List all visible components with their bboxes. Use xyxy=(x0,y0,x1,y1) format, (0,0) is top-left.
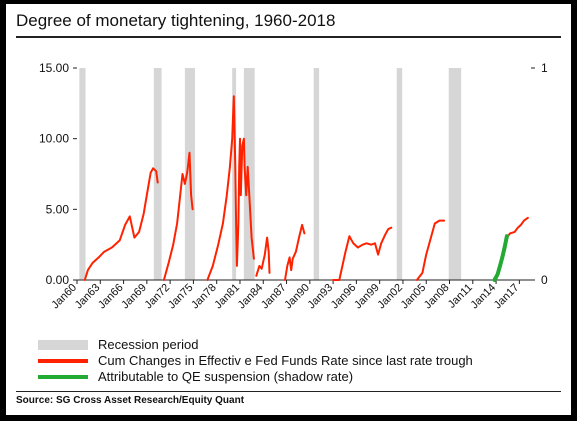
x-tick-label-8: Jan84 xyxy=(236,282,266,312)
recession-band-1 xyxy=(153,68,162,280)
y-left-tick-label-2: 10.00 xyxy=(39,132,69,146)
fed-funds-line-7 xyxy=(505,216,529,239)
legend-swatch-recession xyxy=(38,340,88,350)
fed-funds-line-2 xyxy=(206,95,255,281)
x-tick-label-18: Jan14 xyxy=(469,282,499,312)
recession-band-4 xyxy=(243,68,255,280)
x-tick-label-14: Jan02 xyxy=(375,282,405,312)
chart-panel: Degree of monetary tightening, 1960-2018… xyxy=(6,4,571,415)
fed-funds-line-0 xyxy=(83,167,159,281)
y-left-tick-label-0: 0.00 xyxy=(46,273,70,287)
y-left-tick-label-1: 5.00 xyxy=(46,202,70,216)
fed-funds-line-6 xyxy=(415,219,446,281)
legend-label-qe: Attributable to QE suspension (shadow ra… xyxy=(98,369,354,384)
legend-label-recession: Recession period xyxy=(98,337,199,352)
fed-funds-line-3 xyxy=(255,236,271,277)
x-tick-label-6: Jan78 xyxy=(189,282,219,312)
x-tick-label-12: Jan96 xyxy=(329,282,359,312)
y-left-tick-label-3: 15.00 xyxy=(39,61,69,75)
fed-funds-line-4 xyxy=(284,223,306,281)
chart-plot: 0.005.0010.0015.0001Jan60Jan63Jan66Jan69… xyxy=(39,61,548,311)
x-tick-label-3: Jan69 xyxy=(119,282,149,312)
x-tick-label-7: Jan81 xyxy=(212,282,242,312)
x-tick-label-1: Jan63 xyxy=(73,282,103,312)
x-tick-label-4: Jan72 xyxy=(143,282,173,312)
x-tick-label-17: Jan11 xyxy=(446,282,475,311)
x-tick-label-11: Jan93 xyxy=(306,282,336,312)
source-note: Source: SG Cross Asset Research/Equity Q… xyxy=(16,395,245,406)
legend-label-fed-funds: Cum Changes in Effectiv e Fed Funds Rate… xyxy=(98,353,473,368)
x-tick-label-19: Jan17 xyxy=(492,282,522,312)
qe-shadow-line-0 xyxy=(492,234,509,282)
recession-band-0 xyxy=(79,68,86,280)
x-tick-label-2: Jan66 xyxy=(96,282,126,312)
x-tick-label-5: Jan75 xyxy=(166,282,196,312)
fed-funds-line-1 xyxy=(162,151,194,281)
recession-band-6 xyxy=(396,68,403,280)
x-tick-label-9: Jan87 xyxy=(259,282,289,312)
chart-series xyxy=(83,95,529,282)
fed-funds-line-5 xyxy=(332,226,393,281)
x-tick-label-13: Jan99 xyxy=(352,282,382,312)
y-right-tick-label-0: 0 xyxy=(541,273,548,287)
source-divider xyxy=(16,391,561,392)
recession-band-3 xyxy=(232,68,237,280)
x-tick-label-15: Jan05 xyxy=(399,282,429,312)
title-divider xyxy=(16,36,561,38)
recession-band-5 xyxy=(313,68,320,280)
recession-bands xyxy=(79,68,462,280)
chart-axes: 0.005.0010.0015.0001Jan60Jan63Jan66Jan69… xyxy=(39,61,548,311)
x-tick-label-16: Jan08 xyxy=(422,282,452,312)
legend-swatch-qe xyxy=(38,375,88,379)
x-tick-label-10: Jan90 xyxy=(282,282,312,312)
y-right-tick-label-1: 1 xyxy=(541,61,548,75)
legend-swatch-fed-funds xyxy=(38,359,88,363)
recession-band-7 xyxy=(448,68,462,280)
chart-title: Degree of monetary tightening, 1960-2018 xyxy=(16,11,336,30)
